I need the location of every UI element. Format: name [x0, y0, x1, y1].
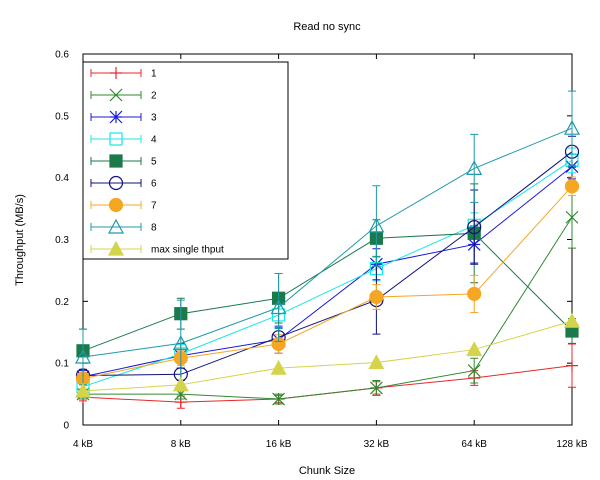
legend-label: 8	[151, 223, 157, 234]
data-point	[466, 341, 483, 357]
data-point	[565, 210, 579, 224]
legend-entry: max single thput	[90, 240, 224, 256]
legend-cap	[90, 157, 142, 165]
error-bar	[568, 90, 576, 166]
legend-label: 5	[151, 157, 157, 168]
legend-entry: 2	[90, 88, 157, 102]
y-tick-label: 0.6	[55, 50, 69, 61]
legend-label: 3	[151, 113, 157, 124]
legend-marker	[109, 132, 123, 146]
data-point	[369, 381, 383, 395]
series-9	[74, 312, 581, 398]
x-tick-label: 4 kB	[73, 439, 93, 450]
data-point	[74, 382, 92, 398]
legend-marker	[107, 218, 125, 234]
legend-cap	[90, 179, 142, 187]
legend-cap	[90, 245, 142, 253]
x-tick-label: 64 kB	[461, 439, 487, 450]
legend: 1 2 3 4 5 6 7 8 max single thput	[82, 61, 289, 260]
x-axis-label: Chunk Size	[299, 465, 355, 477]
data-point	[270, 299, 287, 315]
chart-title: Read no sync	[293, 21, 361, 33]
data-point	[172, 335, 189, 350]
x-tick-label: 16 kB	[266, 439, 292, 450]
legend-entry: 3	[90, 110, 157, 124]
data-point	[467, 286, 482, 302]
y-tick-label: 0.2	[55, 297, 69, 308]
y-tick-label: 0	[63, 421, 69, 432]
data-point	[368, 354, 385, 370]
data-point	[467, 364, 481, 378]
error-bar	[470, 133, 479, 203]
data-point	[368, 217, 385, 233]
error-bar	[274, 273, 283, 343]
series-line	[82, 365, 573, 403]
legend-label: 2	[151, 91, 157, 102]
legend-marker	[108, 175, 124, 191]
legend-cap	[90, 201, 142, 209]
data-point	[369, 289, 384, 305]
legend-cap	[90, 91, 142, 99]
series-line	[82, 185, 573, 380]
y-tick-label: 0.5	[55, 111, 69, 122]
y-tick-label: 0.1	[55, 359, 69, 370]
data-point	[172, 376, 189, 392]
y-axis-label: Throughput (MB/s)	[14, 194, 26, 286]
legend-marker	[110, 67, 122, 79]
series-line	[82, 127, 573, 358]
data-point	[564, 179, 580, 194]
plot-area: 0 0.1 0.2 0.3 0.4 0.5 0.6 4 kB 8 kB 16 kB 32 kB 64 …	[55, 50, 588, 451]
x-tick-label: 128 kB	[556, 439, 587, 450]
data-point	[566, 359, 578, 372]
data-point	[270, 359, 287, 375]
legend-entry: 6	[90, 175, 157, 191]
legend-label: 4	[151, 135, 157, 146]
series-line	[82, 320, 573, 392]
legend-marker	[109, 110, 123, 124]
y-tick-label: 0.4	[55, 173, 69, 184]
legend-cap	[90, 223, 142, 231]
x-tick-label: 32 kB	[364, 439, 390, 450]
legend-cap	[90, 113, 142, 121]
series-line	[82, 151, 573, 377]
legend-marker	[107, 240, 125, 256]
legend-cap	[90, 135, 142, 143]
legend-entry: 7	[90, 197, 157, 213]
data-point	[563, 119, 581, 135]
data-point	[467, 220, 482, 235]
legend-marker	[109, 88, 123, 102]
data-point	[466, 160, 483, 175]
data-point	[272, 392, 286, 406]
error-bar	[372, 185, 381, 267]
legend-entry: 5	[90, 154, 157, 168]
legend-entry: 4	[90, 132, 157, 146]
y-tick-label: 0.3	[55, 235, 69, 246]
legend-label: 6	[151, 179, 157, 190]
data-point	[563, 312, 581, 328]
series-line	[82, 232, 573, 352]
legend-marker	[109, 154, 123, 168]
x-tick-label: 8 kB	[171, 439, 191, 450]
legend-label: 7	[151, 201, 157, 212]
legend-label: 1	[151, 69, 157, 80]
legend-cap	[90, 69, 142, 77]
data-point	[74, 348, 92, 364]
legend-entry: 8	[90, 218, 157, 234]
legend-entry: 1	[90, 67, 157, 80]
series-1	[77, 343, 578, 409]
legend-marker	[108, 197, 124, 213]
legend-label: max single thput	[151, 245, 224, 256]
